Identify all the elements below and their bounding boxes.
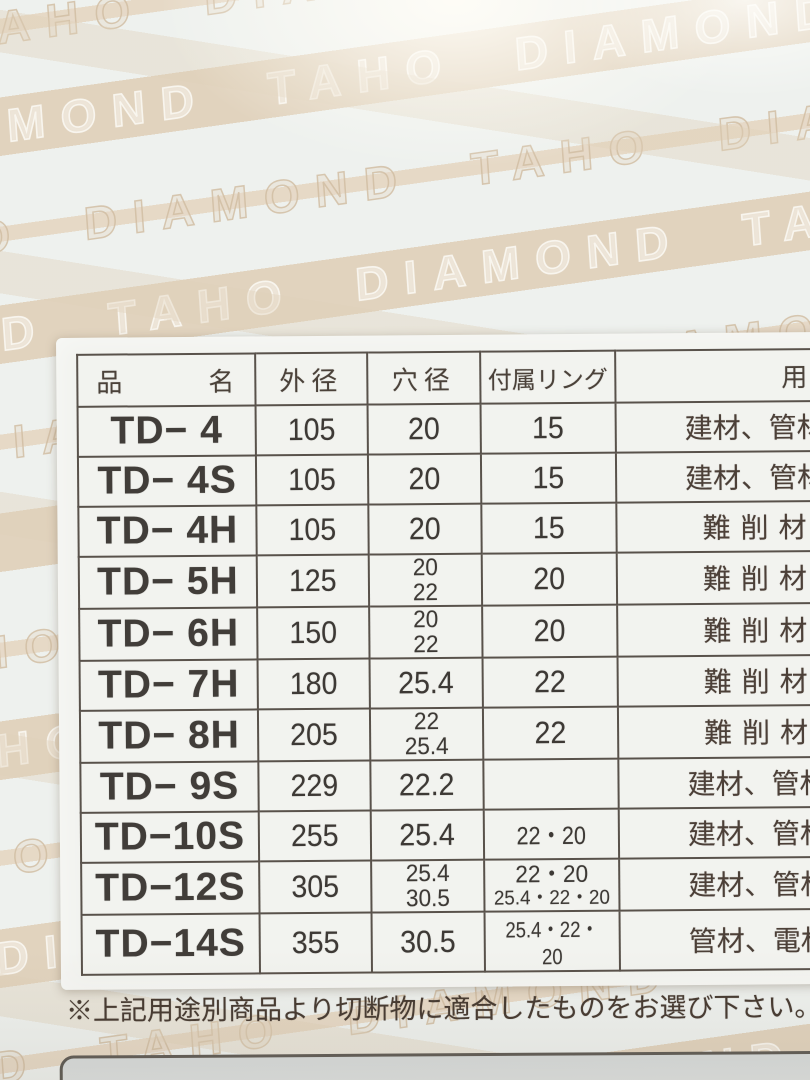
outer-diameter-cell: 229: [258, 760, 371, 812]
ring-cell: 22・20 25.4・22・20: [484, 858, 620, 912]
column-header-use: 用: [615, 347, 810, 403]
use-cell: 管材、電材、電材: [619, 907, 810, 971]
use-cell: 建材、管材、電材: [615, 399, 810, 453]
product-name-cell: TD− 4: [77, 405, 256, 457]
outer-diameter-cell: 305: [259, 860, 372, 914]
outer-diameter-cell: 125: [256, 554, 370, 608]
product-name-cell: TD− 4H: [78, 505, 257, 557]
ring-cell: 20: [482, 604, 618, 658]
hole-diameter-cell: 20 22: [369, 605, 483, 659]
use-cell: 難削材用最: [617, 703, 810, 759]
product-name-cell: TD−12S: [81, 861, 260, 915]
hole-diameter-cell: 25.4 30.5: [371, 859, 485, 913]
ring-cell: 22: [482, 656, 618, 708]
ring-cell: 22: [482, 706, 619, 760]
product-name-cell: TD− 9S: [80, 761, 259, 813]
ring-cell: 20: [481, 552, 618, 606]
column-header-hole-diameter: 穴径: [367, 351, 481, 405]
product-name-cell: TD− 8H: [79, 709, 259, 763]
ring-cell: 15: [480, 402, 616, 454]
outer-diameter-cell: 255: [258, 810, 372, 862]
table-row: TD− 9S 229 22.2 建材、管材、電材: [80, 755, 810, 813]
ring-cell: 15: [481, 502, 617, 554]
column-header-product-name: 品 名: [77, 353, 256, 407]
spec-table: 品 名 外径 穴径 付属リング 用 TD− 4 105 20 15 建材、管材、電材 TD…: [76, 347, 810, 976]
hole-diameter-cell: 25.4: [370, 809, 485, 861]
ring-cell: 22・20: [483, 808, 620, 860]
hole-diameter-cell: 22.2: [370, 759, 484, 811]
column-header-outer-diameter: 外径: [255, 352, 368, 406]
use-cell: 難削材用最: [617, 601, 810, 657]
product-name-cell: TD− 7H: [79, 659, 258, 711]
use-cell: 建材、管材、電材: [618, 805, 810, 859]
table-row: TD− 7H 180 25.4 22 難削材用最: [79, 653, 810, 711]
product-name-cell: TD− 6H: [79, 607, 258, 661]
table-row: TD− 8H 205 22 25.4 22 難削材用最: [79, 703, 810, 763]
ring-cell: 15: [480, 452, 617, 504]
table-row: TD−12S 305 25.4 30.5 22・20 25.4・22・20 建材、管材、電材: [81, 855, 810, 915]
outer-diameter-cell: 105: [255, 454, 369, 506]
use-cell: 建材、管材、電材: [618, 755, 810, 809]
product-name-cell: TD− 5H: [78, 555, 258, 609]
column-header-ring: 付属リング: [480, 350, 616, 404]
hole-diameter-cell: 20: [368, 503, 482, 555]
use-cell: 建材、管材、電材: [615, 449, 810, 503]
hole-diameter-cell: 22 25.4: [369, 707, 484, 761]
spec-sheet-panel: 品 名 外径 穴径 付属リング 用 TD− 4 105 20 15 建材、管材、電材 TD…: [56, 330, 810, 990]
outer-diameter-cell: 180: [257, 658, 370, 710]
ring-cell: [483, 758, 619, 810]
ring-cell: 25.4・22・20: [484, 910, 620, 972]
usage-note: ※上記用途別商品より切断物に適合したものをお選び下さい。: [65, 992, 810, 1026]
hole-diameter-cell: 20: [367, 453, 482, 505]
header-row: 品 名 外径 穴径 付属リング 用: [77, 347, 810, 407]
use-cell: 難削材用最: [616, 549, 810, 605]
product-name-cell: TD−14S: [81, 913, 260, 975]
outer-diameter-cell: 105: [255, 404, 368, 456]
outer-diameter-cell: 205: [257, 708, 371, 762]
table-row: TD− 4H 105 20 15 難削材用最: [78, 499, 810, 557]
table-row: TD− 6H 150 20 22 20 難削材用最: [79, 601, 810, 661]
hole-diameter-cell: 20 22: [368, 553, 483, 607]
use-cell: 建材、管材、電材: [619, 855, 810, 911]
table-row: TD−14S 355 30.5 25.4・22・20 管材、電材、電材: [81, 907, 810, 975]
product-name-cell: TD− 4S: [77, 455, 257, 507]
product-name-cell: TD−10S: [80, 811, 260, 863]
table-row: TD− 4 105 20 15 建材、管材、電材: [77, 399, 810, 457]
use-cell: 難削材用最: [617, 653, 810, 707]
table-row: TD− 5H 125 20 22 20 難削材用最: [78, 549, 810, 609]
hole-diameter-cell: 25.4: [369, 657, 483, 709]
outer-diameter-cell: 150: [257, 606, 370, 660]
hole-diameter-cell: 20: [367, 403, 481, 455]
table-row: TD− 4S 105 20 15 建材、管材、電材: [77, 449, 810, 507]
table-row: TD−10S 255 25.4 22・20 建材、管材、電材: [80, 805, 810, 863]
hole-diameter-cell: 30.5: [371, 911, 485, 973]
use-cell: 難削材用最: [616, 499, 810, 553]
outer-diameter-cell: 355: [259, 912, 372, 974]
spec-table-body: TD− 4 105 20 15 建材、管材、電材 TD− 4S 105 20 15 建材、管材、電…: [77, 399, 810, 975]
bottom-panel: [59, 1050, 810, 1080]
outer-diameter-cell: 105: [256, 504, 369, 556]
